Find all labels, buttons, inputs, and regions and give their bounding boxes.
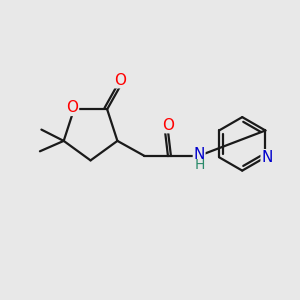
Text: H: H xyxy=(195,158,205,172)
Text: O: O xyxy=(67,100,79,115)
Text: O: O xyxy=(115,73,127,88)
Text: N: N xyxy=(261,150,273,165)
Text: O: O xyxy=(162,118,174,133)
Text: N: N xyxy=(194,147,205,162)
